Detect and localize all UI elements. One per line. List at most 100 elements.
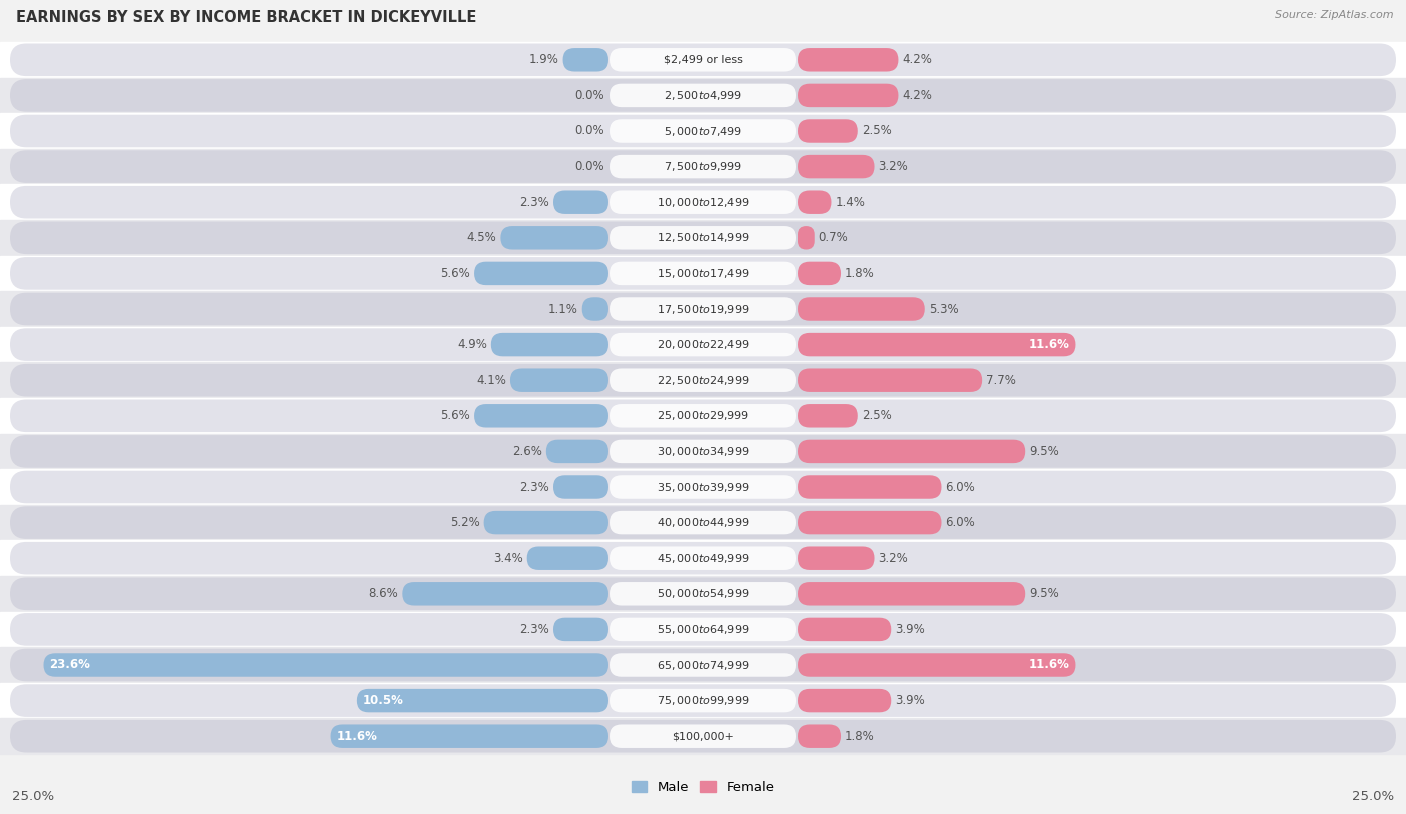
Bar <box>0 77 1406 113</box>
FancyBboxPatch shape <box>799 546 875 570</box>
FancyBboxPatch shape <box>610 546 796 570</box>
Bar <box>0 611 1406 647</box>
Text: 2.3%: 2.3% <box>519 480 548 493</box>
Text: 3.2%: 3.2% <box>879 552 908 565</box>
Bar <box>0 326 1406 362</box>
Text: $12,500 to $14,999: $12,500 to $14,999 <box>657 231 749 244</box>
Text: 4.1%: 4.1% <box>477 374 506 387</box>
FancyBboxPatch shape <box>799 654 1076 676</box>
Text: 5.6%: 5.6% <box>440 409 470 422</box>
Bar <box>0 42 1406 77</box>
Text: $7,500 to $9,999: $7,500 to $9,999 <box>664 160 742 173</box>
FancyBboxPatch shape <box>357 689 607 712</box>
Text: $25,000 to $29,999: $25,000 to $29,999 <box>657 409 749 422</box>
Text: $10,000 to $12,499: $10,000 to $12,499 <box>657 195 749 208</box>
Text: 4.9%: 4.9% <box>457 338 486 351</box>
FancyBboxPatch shape <box>610 369 796 392</box>
FancyBboxPatch shape <box>10 328 1396 361</box>
FancyBboxPatch shape <box>527 546 607 570</box>
Text: $45,000 to $49,999: $45,000 to $49,999 <box>657 552 749 565</box>
Text: $5,000 to $7,499: $5,000 to $7,499 <box>664 125 742 138</box>
FancyBboxPatch shape <box>553 475 607 499</box>
Text: 3.9%: 3.9% <box>896 694 925 707</box>
FancyBboxPatch shape <box>610 475 796 499</box>
Text: 2.6%: 2.6% <box>512 445 541 458</box>
Text: 7.7%: 7.7% <box>986 374 1017 387</box>
Bar <box>0 256 1406 291</box>
FancyBboxPatch shape <box>474 261 607 285</box>
Text: $30,000 to $34,999: $30,000 to $34,999 <box>657 445 749 458</box>
Text: 25.0%: 25.0% <box>1353 790 1393 803</box>
FancyBboxPatch shape <box>799 120 858 142</box>
Text: Source: ZipAtlas.com: Source: ZipAtlas.com <box>1275 10 1393 20</box>
Bar <box>0 185 1406 220</box>
FancyBboxPatch shape <box>546 440 607 463</box>
FancyBboxPatch shape <box>10 364 1396 396</box>
Text: 25.0%: 25.0% <box>13 790 53 803</box>
FancyBboxPatch shape <box>10 186 1396 218</box>
FancyBboxPatch shape <box>799 618 891 641</box>
FancyBboxPatch shape <box>10 257 1396 290</box>
FancyBboxPatch shape <box>610 48 796 72</box>
FancyBboxPatch shape <box>553 618 607 641</box>
FancyBboxPatch shape <box>610 582 796 606</box>
Text: 0.7%: 0.7% <box>818 231 848 244</box>
FancyBboxPatch shape <box>799 369 983 392</box>
FancyBboxPatch shape <box>10 221 1396 254</box>
FancyBboxPatch shape <box>799 724 841 748</box>
Text: 3.9%: 3.9% <box>896 623 925 636</box>
FancyBboxPatch shape <box>10 400 1396 432</box>
FancyBboxPatch shape <box>10 79 1396 112</box>
Bar <box>0 505 1406 540</box>
Bar <box>0 113 1406 149</box>
FancyBboxPatch shape <box>491 333 607 357</box>
FancyBboxPatch shape <box>44 654 607 676</box>
Text: 10.5%: 10.5% <box>363 694 404 707</box>
FancyBboxPatch shape <box>610 440 796 463</box>
FancyBboxPatch shape <box>10 470 1396 503</box>
Text: 2.5%: 2.5% <box>862 409 891 422</box>
FancyBboxPatch shape <box>10 435 1396 468</box>
Text: $55,000 to $64,999: $55,000 to $64,999 <box>657 623 749 636</box>
FancyBboxPatch shape <box>799 689 891 712</box>
Bar <box>0 220 1406 256</box>
Bar <box>0 683 1406 719</box>
FancyBboxPatch shape <box>553 190 607 214</box>
FancyBboxPatch shape <box>610 190 796 214</box>
Bar <box>0 576 1406 611</box>
Text: $100,000+: $100,000+ <box>672 731 734 742</box>
FancyBboxPatch shape <box>610 654 796 676</box>
FancyBboxPatch shape <box>610 84 796 107</box>
Text: 9.5%: 9.5% <box>1029 587 1059 600</box>
FancyBboxPatch shape <box>799 190 831 214</box>
Bar <box>0 469 1406 505</box>
Text: 0.0%: 0.0% <box>575 89 605 102</box>
Text: 4.2%: 4.2% <box>903 89 932 102</box>
Text: $50,000 to $54,999: $50,000 to $54,999 <box>657 587 749 600</box>
Text: 1.9%: 1.9% <box>529 53 558 66</box>
FancyBboxPatch shape <box>799 297 925 321</box>
Bar <box>0 540 1406 576</box>
FancyBboxPatch shape <box>799 440 1025 463</box>
FancyBboxPatch shape <box>610 120 796 142</box>
Text: 1.8%: 1.8% <box>845 729 875 742</box>
Text: 23.6%: 23.6% <box>49 659 90 672</box>
Text: 1.4%: 1.4% <box>835 195 865 208</box>
Text: $15,000 to $17,499: $15,000 to $17,499 <box>657 267 749 280</box>
FancyBboxPatch shape <box>610 689 796 712</box>
Legend: Male, Female: Male, Female <box>626 776 780 799</box>
FancyBboxPatch shape <box>10 506 1396 539</box>
Text: $2,499 or less: $2,499 or less <box>664 55 742 65</box>
Text: 3.2%: 3.2% <box>879 160 908 173</box>
FancyBboxPatch shape <box>10 151 1396 183</box>
Text: 6.0%: 6.0% <box>945 480 976 493</box>
Text: 5.2%: 5.2% <box>450 516 479 529</box>
Bar <box>0 647 1406 683</box>
FancyBboxPatch shape <box>10 43 1396 76</box>
FancyBboxPatch shape <box>10 649 1396 681</box>
Text: 2.3%: 2.3% <box>519 195 548 208</box>
FancyBboxPatch shape <box>10 293 1396 326</box>
FancyBboxPatch shape <box>484 511 607 534</box>
FancyBboxPatch shape <box>799 84 898 107</box>
FancyBboxPatch shape <box>510 369 607 392</box>
